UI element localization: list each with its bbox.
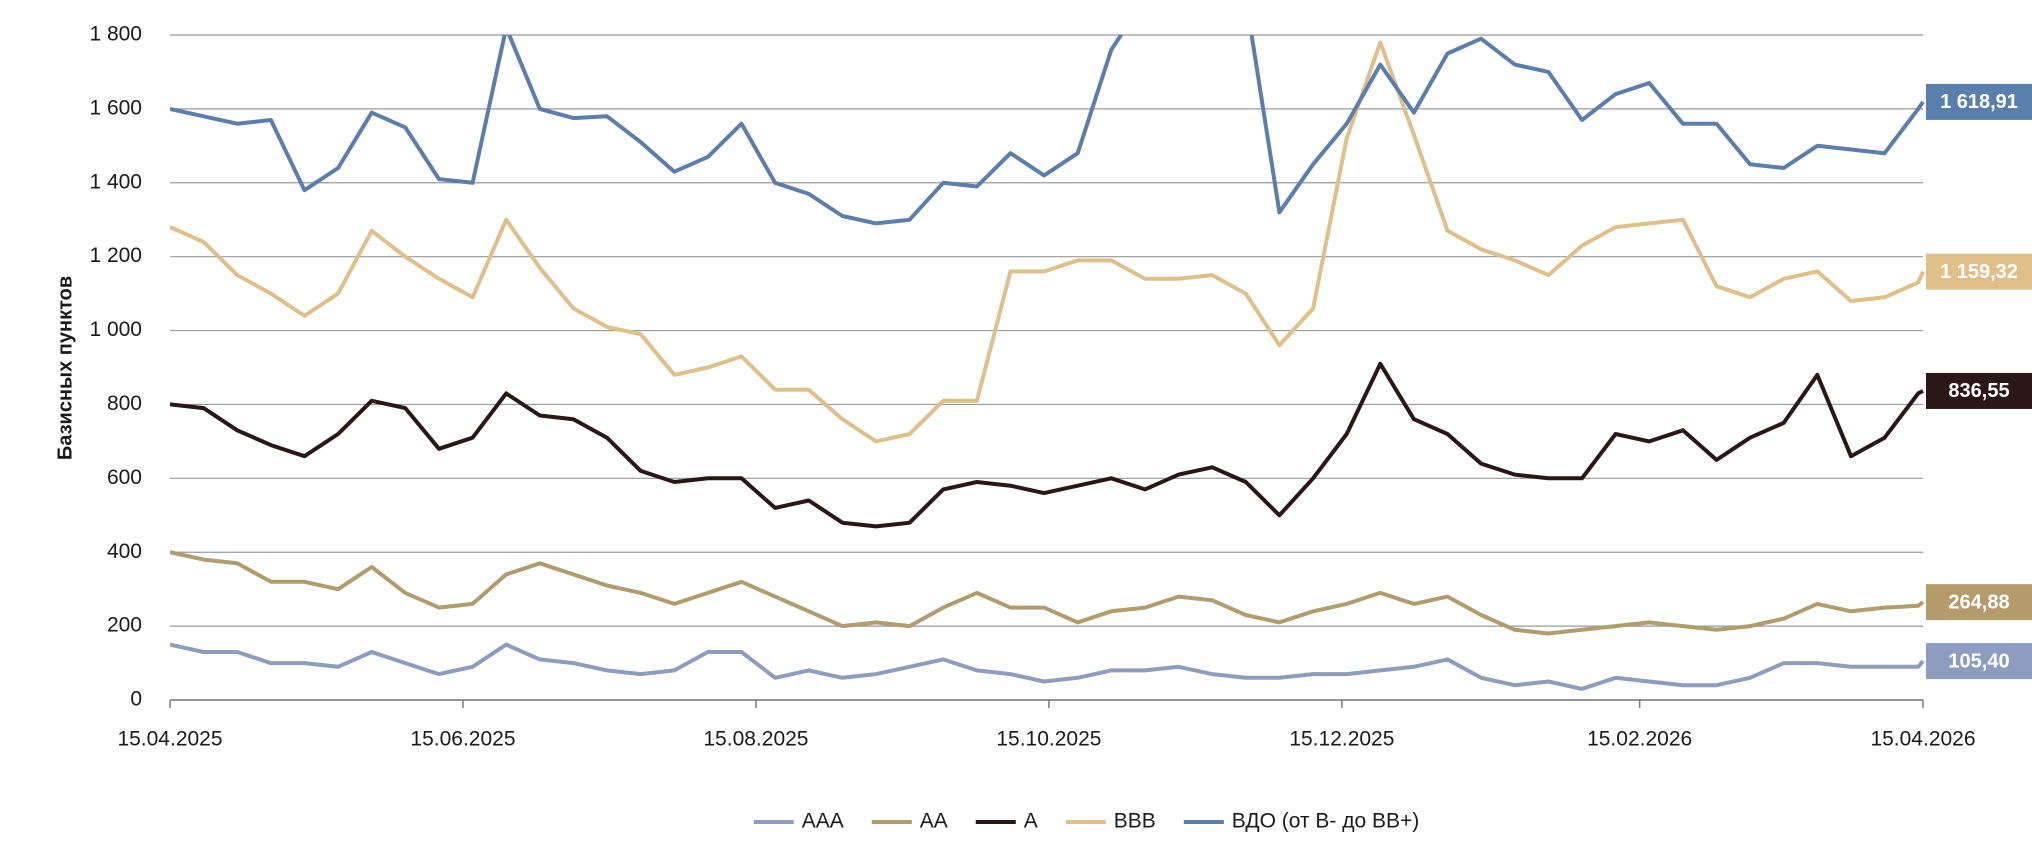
y-tick-label: 1 200 xyxy=(89,244,142,267)
value-label-box xyxy=(1926,372,2032,409)
x-tick-label: 15.12.2025 xyxy=(1289,728,1394,751)
series-line xyxy=(170,40,1925,444)
value-label: 105,40 xyxy=(1948,650,2009,672)
series-line xyxy=(170,361,1924,529)
legend-label: ВДО (от B- до BB+) xyxy=(1232,810,1419,833)
y-tick-label: 1 600 xyxy=(89,96,142,119)
x-tick-label: 15.02.2026 xyxy=(1587,728,1692,751)
series-line xyxy=(170,35,1925,226)
value-label-box xyxy=(1926,253,2032,290)
y-tick-label: 0 xyxy=(130,688,142,711)
series-line xyxy=(170,642,1925,691)
value-label: 1 159,32 xyxy=(1940,261,2018,283)
x-tick-label: 15.08.2025 xyxy=(703,728,808,751)
legend-label: A xyxy=(1024,810,1038,833)
x-tick-label: 15.04.2026 xyxy=(1870,728,1975,751)
value-label-box xyxy=(1926,83,2032,120)
value-label: 264,88 xyxy=(1948,591,2009,613)
y-tick-label: 1 400 xyxy=(89,170,142,193)
y-tick-label: 1 000 xyxy=(89,318,142,341)
y-axis-label: Базисных пунктов xyxy=(54,276,76,460)
y-tick-label: 1 800 xyxy=(89,23,142,46)
legend-label: BBB xyxy=(1114,810,1156,833)
value-label: 1 618,91 xyxy=(1940,91,2018,113)
y-tick-label: 400 xyxy=(107,540,142,563)
x-tick-label: 15.10.2025 xyxy=(996,728,1101,751)
value-label-box xyxy=(1926,584,2032,621)
legend-label: AA xyxy=(920,810,948,833)
x-tick-label: 15.04.2025 xyxy=(117,728,222,751)
y-tick-label: 800 xyxy=(107,392,142,415)
series-line xyxy=(170,550,1925,636)
x-tick-label: 15.06.2025 xyxy=(410,728,515,751)
y-tick-label: 600 xyxy=(107,466,142,489)
value-label: 836,55 xyxy=(1948,380,2009,402)
value-label-box xyxy=(1926,643,2032,680)
plot-area xyxy=(170,35,1925,691)
legend-label: AAA xyxy=(802,810,844,833)
y-tick-label: 200 xyxy=(107,614,142,637)
